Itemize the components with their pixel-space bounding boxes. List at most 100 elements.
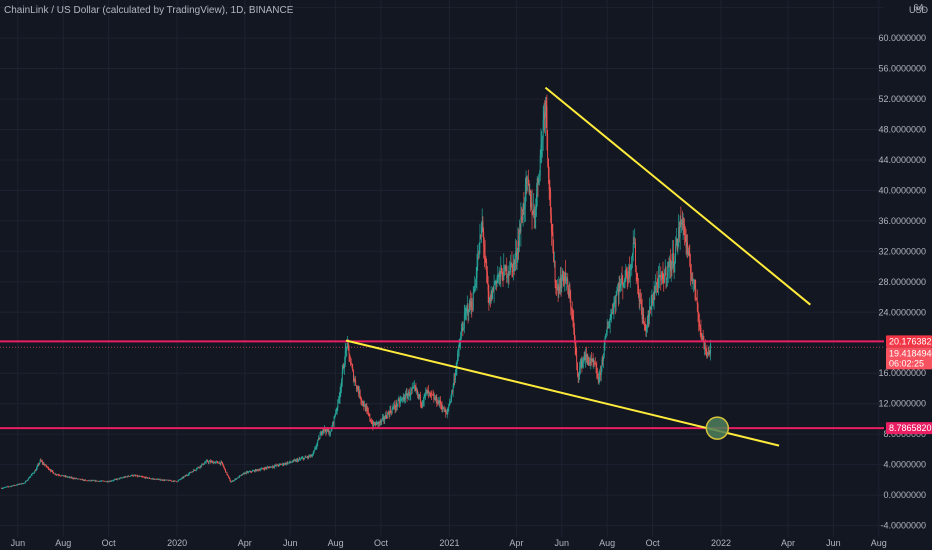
candle-body bbox=[141, 476, 143, 478]
candle-body bbox=[462, 327, 464, 329]
candle-body bbox=[381, 419, 383, 422]
candle-body bbox=[643, 323, 645, 326]
candle-body bbox=[77, 478, 79, 480]
candle-body bbox=[669, 259, 671, 272]
candle-body bbox=[699, 326, 701, 329]
candle-body bbox=[220, 461, 222, 465]
candle-body bbox=[684, 235, 686, 237]
candle-body bbox=[22, 483, 24, 485]
candle-body bbox=[408, 391, 409, 395]
candle-body bbox=[78, 478, 80, 480]
candle-body bbox=[274, 465, 276, 466]
candle-body bbox=[142, 476, 144, 478]
resistance-trendline bbox=[544, 86, 811, 306]
candle-body bbox=[162, 480, 164, 481]
candle-body bbox=[399, 399, 401, 404]
candle-body bbox=[416, 390, 418, 391]
candle-body bbox=[510, 262, 512, 264]
candle-body bbox=[529, 190, 531, 193]
candle-body bbox=[344, 364, 345, 369]
candle-body bbox=[405, 393, 406, 400]
candle-body bbox=[676, 238, 678, 249]
candle-body bbox=[649, 306, 651, 310]
candle-body bbox=[73, 478, 75, 479]
candle-body bbox=[315, 446, 317, 449]
candle-body bbox=[642, 314, 644, 320]
candle-body bbox=[704, 347, 706, 349]
x-tick-label: 2022 bbox=[711, 538, 731, 548]
candle-body bbox=[282, 463, 284, 465]
candle-body bbox=[653, 290, 655, 300]
candle-body bbox=[339, 391, 341, 398]
chart-grid bbox=[0, 0, 884, 537]
candle-body bbox=[385, 414, 387, 418]
horizontal-levels[interactable] bbox=[0, 340, 884, 430]
candle-body bbox=[576, 354, 578, 363]
candle-body bbox=[394, 407, 396, 409]
candle-body bbox=[70, 477, 72, 479]
candle-body bbox=[422, 400, 424, 404]
candle-body bbox=[649, 306, 651, 318]
candle-body bbox=[82, 479, 84, 481]
candle-body bbox=[453, 378, 455, 385]
time-axis[interactable]: Jun Aug Oct 2020 Apr Jun Aug Oct 2021 Apr Jun Aug Oc… bbox=[0, 537, 932, 550]
candle-body bbox=[340, 387, 342, 392]
candle-body bbox=[242, 473, 244, 475]
candle-body bbox=[629, 266, 630, 278]
candle-body bbox=[480, 235, 482, 237]
candle-body bbox=[466, 305, 468, 308]
currency-label[interactable]: USD bbox=[908, 5, 928, 15]
candle-body bbox=[216, 461, 217, 463]
candle-body bbox=[189, 472, 191, 474]
candle-body bbox=[222, 464, 224, 467]
candle-body bbox=[515, 251, 517, 262]
candle-body bbox=[99, 481, 101, 482]
candle-body bbox=[674, 255, 676, 263]
price-tag-label: 8.7865820 bbox=[889, 423, 932, 433]
candle-body bbox=[550, 191, 552, 215]
candle-body bbox=[466, 307, 468, 313]
candlestick-series[interactable] bbox=[1, 94, 712, 490]
candle-body bbox=[655, 285, 657, 293]
candle-body bbox=[137, 475, 139, 477]
candle-body bbox=[74, 478, 76, 479]
candle-body bbox=[305, 456, 307, 458]
candle-body bbox=[568, 291, 570, 297]
candle-body bbox=[438, 401, 440, 404]
candle-body bbox=[238, 476, 240, 478]
candle-body bbox=[511, 262, 513, 265]
candle-body bbox=[68, 477, 69, 478]
candle-body bbox=[158, 479, 160, 480]
candle-body bbox=[69, 476, 71, 478]
candle-body bbox=[56, 474, 58, 476]
candle-body bbox=[629, 269, 631, 278]
candle-body bbox=[30, 476, 31, 478]
candle-body bbox=[608, 323, 610, 328]
candle-body bbox=[411, 388, 413, 391]
candle-body bbox=[17, 484, 19, 485]
candle-body bbox=[181, 477, 183, 479]
candle-body bbox=[446, 411, 448, 414]
candle-body bbox=[359, 390, 361, 399]
candle-body bbox=[485, 259, 487, 262]
candle-body bbox=[139, 476, 141, 477]
candle-body bbox=[83, 479, 85, 481]
price-axis[interactable]: 64. 60.0000000 56.0000000 52.0000000 48.0000… bbox=[878, 0, 932, 550]
candle-body bbox=[536, 193, 537, 210]
candle-body bbox=[100, 481, 101, 482]
candle-body bbox=[548, 177, 550, 190]
candle-body bbox=[37, 464, 39, 467]
candle-body bbox=[542, 119, 544, 139]
candle-body bbox=[672, 253, 674, 264]
candle-body bbox=[129, 475, 131, 477]
candle-body bbox=[428, 390, 430, 393]
candle-body bbox=[693, 279, 695, 281]
candle-body bbox=[364, 404, 366, 411]
candle-body bbox=[280, 464, 282, 465]
candle-body bbox=[4, 487, 6, 488]
candle-body bbox=[445, 410, 447, 414]
candle-body bbox=[588, 360, 590, 365]
candle-body bbox=[396, 402, 398, 407]
candle-body bbox=[678, 227, 680, 242]
